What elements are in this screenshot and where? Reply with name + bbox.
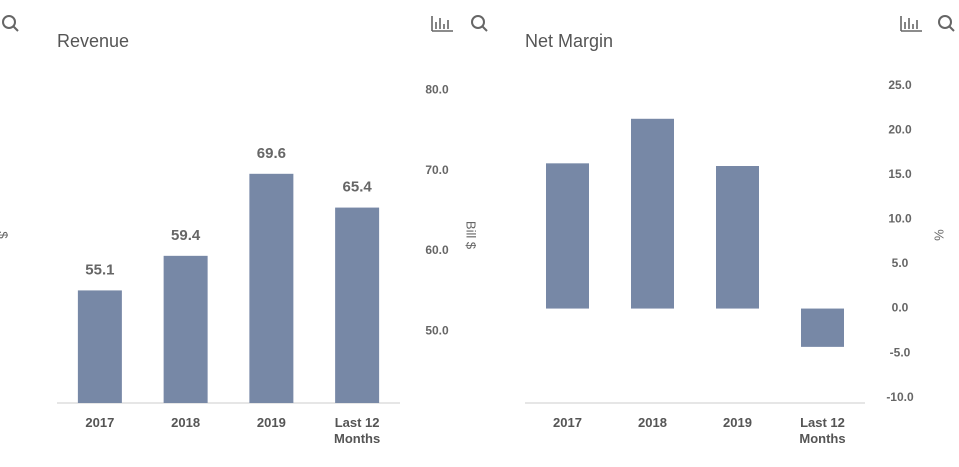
y-tick-label: 70.0 bbox=[425, 163, 449, 177]
cropped-axis-label: $ bbox=[0, 231, 11, 239]
bar bbox=[77, 290, 122, 403]
y-tick-label: 15.0 bbox=[888, 167, 912, 181]
x-tick-label: 2018 bbox=[638, 415, 667, 430]
y-tick-label: 50.0 bbox=[425, 324, 449, 338]
y-tick-label: 10.0 bbox=[888, 212, 912, 226]
y-tick-label: 5.0 bbox=[892, 256, 909, 270]
bar bbox=[631, 118, 674, 309]
y-tick-label: 80.0 bbox=[425, 82, 449, 96]
y-tick-label: 60.0 bbox=[425, 243, 449, 257]
value-label: 59.4 bbox=[171, 227, 201, 244]
search-icon[interactable] bbox=[2, 15, 19, 32]
search-icon[interactable] bbox=[938, 15, 955, 32]
chart-title: Revenue bbox=[57, 31, 129, 51]
bar bbox=[163, 255, 208, 403]
x-tick-label: Last 12 Months bbox=[799, 415, 846, 446]
y-tick-label: 20.0 bbox=[888, 123, 912, 137]
y-tick-label: -10.0 bbox=[886, 390, 914, 404]
y-axis-label: Bill $ bbox=[464, 221, 479, 250]
bar bbox=[716, 166, 759, 309]
chart-type-icon[interactable] bbox=[900, 16, 922, 32]
x-tick-label: 2019 bbox=[256, 415, 286, 430]
search-icon[interactable] bbox=[471, 15, 488, 32]
chart-title: Net Margin bbox=[525, 31, 613, 51]
chart-type-icon[interactable] bbox=[431, 16, 453, 32]
value-label: 55.1 bbox=[85, 261, 114, 278]
x-tick-label: Last 12 Months bbox=[334, 415, 381, 446]
y-tick-label: 0.0 bbox=[892, 301, 909, 315]
x-tick-label: 2017 bbox=[553, 415, 582, 430]
value-label: 69.6 bbox=[257, 145, 286, 162]
x-tick-label: 2017 bbox=[85, 415, 115, 430]
bar bbox=[546, 163, 589, 309]
value-label: 65.4 bbox=[343, 179, 373, 196]
x-tick-label: 2019 bbox=[723, 415, 752, 430]
y-axis-label: % bbox=[932, 229, 947, 241]
x-tick-label: 2018 bbox=[171, 415, 201, 430]
bar bbox=[801, 308, 844, 347]
bar bbox=[249, 173, 294, 403]
y-tick-label: 25.0 bbox=[888, 78, 912, 92]
bar bbox=[335, 207, 380, 403]
y-tick-label: -5.0 bbox=[890, 345, 911, 359]
